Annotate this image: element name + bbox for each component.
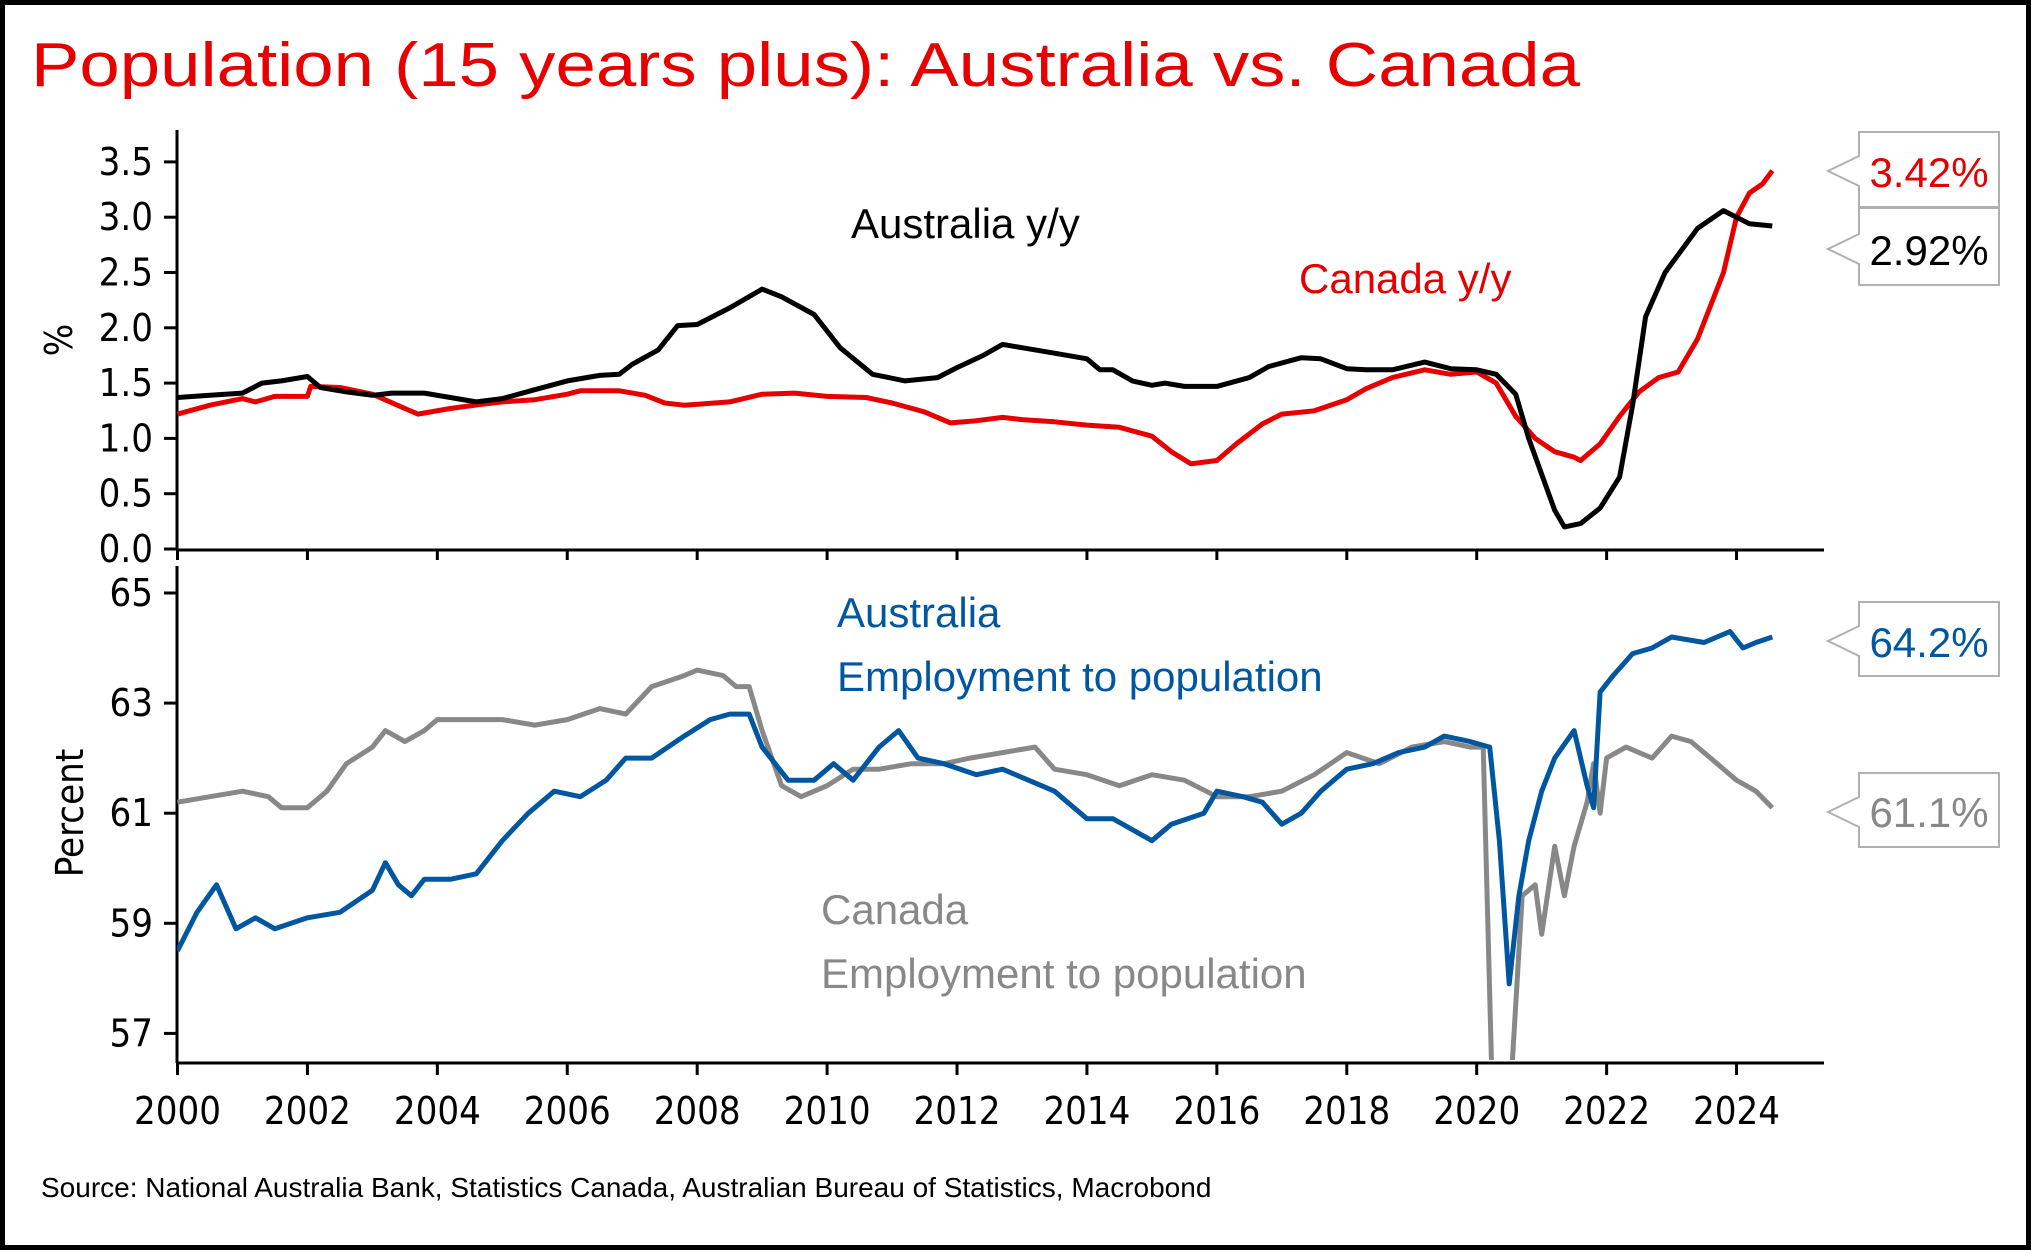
annotation-canada-emp-1: Canada [821, 886, 969, 933]
top-y-tick-label: 1.0 [99, 416, 153, 460]
top-y-tick-label: 0.0 [99, 527, 153, 571]
bottom-y-tick-label: 57 [110, 1011, 154, 1055]
series-line-canada-employment-to-population [177, 667, 1775, 1060]
source-note: Source: National Australia Bank, Statist… [41, 1172, 1211, 1203]
x-tick-label: 2008 [654, 1089, 741, 1133]
x-tick-label: 2012 [914, 1089, 1001, 1133]
annotation-canada-emp-2: Employment to population [821, 950, 1307, 997]
x-tick-label: 2004 [394, 1089, 481, 1133]
annotation-australia-yy: Australia y/y [851, 200, 1080, 247]
series-line-canada-y-y [177, 169, 1775, 467]
axis-ticks: 0.0 0.5 1.0 1.5 2.0 2.5 3.0 3.5 57 59 61 63 65 2000 20… [99, 140, 1780, 1133]
top-y-tick-label: 3.5 [99, 140, 153, 184]
bottom-y-axis-label: Percent [48, 749, 92, 877]
x-tick-label: 2020 [1433, 1089, 1520, 1133]
bottom-y-tick-label: 63 [110, 681, 154, 725]
top-series [177, 169, 1775, 530]
top-y-tick-label: 2.5 [99, 251, 153, 295]
callout-australia-pop-value: 2.92% [1869, 227, 1988, 274]
series-line-australia-employment-to-population [177, 629, 1774, 987]
bottom-series [177, 629, 1775, 1060]
x-tick-label: 2024 [1693, 1089, 1780, 1133]
top-y-tick-label: 2.0 [99, 306, 153, 350]
x-tick-label: 2018 [1303, 1089, 1390, 1133]
x-tick-label: 2010 [784, 1089, 871, 1133]
annotation-canada-yy: Canada y/y [1299, 255, 1511, 302]
bottom-y-tick-label: 59 [110, 901, 154, 945]
callout-australia-emp-value: 64.2% [1869, 619, 1988, 666]
top-y-tick-label: 0.5 [99, 472, 153, 516]
x-tick-label: 2006 [524, 1089, 611, 1133]
x-tick-label: 2002 [264, 1089, 351, 1133]
bottom-y-tick-label: 61 [110, 791, 154, 835]
annotation-australia-emp-2: Employment to population [837, 653, 1323, 700]
top-y-tick-label: 1.5 [99, 361, 153, 405]
top-y-tick-label: 3.0 [99, 195, 153, 239]
x-tick-label: 2000 [134, 1089, 221, 1133]
chart-title: Population (15 years plus): Australia vs… [31, 31, 1581, 100]
callout-canada-pop: 3.42% [1825, 131, 2000, 208]
callout-canada-pop-value: 3.42% [1869, 149, 1988, 196]
series-line-australia-y-y [177, 208, 1773, 530]
top-y-axis-label: % [37, 324, 81, 357]
callout-canada-emp: 61.1% [1825, 772, 2000, 848]
callout-australia-pop: 2.92% [1825, 207, 2000, 286]
callout-canada-emp-value: 61.1% [1869, 789, 1988, 836]
annotation-australia-emp-1: Australia [837, 589, 1001, 636]
callout-australia-emp: 64.2% [1825, 601, 2000, 677]
x-tick-label: 2014 [1043, 1089, 1130, 1133]
x-tick-label: 2022 [1563, 1089, 1650, 1133]
bottom-y-tick-label: 65 [110, 571, 154, 615]
x-tick-label: 2016 [1173, 1089, 1260, 1133]
top-axes [175, 130, 1824, 552]
